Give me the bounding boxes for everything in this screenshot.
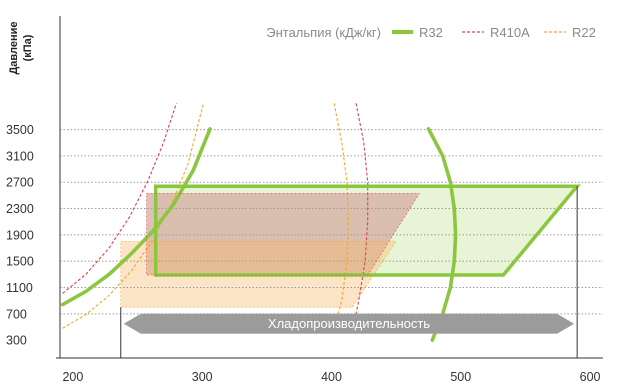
axes: 200 300 400 500 600 300 700 1100 1500 1900 2300 270…: [6, 16, 603, 384]
y-tick-label-2300: 2300: [6, 202, 34, 216]
legend-label-r32: R32: [419, 25, 443, 40]
y-axis-label-line-2: (кПа): [22, 34, 34, 61]
capacity-guides: [120, 186, 578, 358]
r22-vapor-line: [333, 103, 349, 328]
x-tick-label-300: 300: [192, 370, 213, 384]
saturation-curves: [60, 103, 458, 342]
legend-label-r410a: R410A: [490, 25, 530, 40]
r22-liquid-line: [62, 103, 205, 329]
r32-region-outline: [153, 184, 581, 277]
legend-title: Энтальпия (кДж/кг): [266, 25, 381, 40]
r32-liquid-line: [60, 127, 212, 307]
y-tick-label-2700: 2700: [6, 176, 34, 190]
y-tick-label-300: 300: [6, 334, 27, 348]
legend-label-r22: R22: [572, 25, 596, 40]
region-outlines: [120, 184, 581, 308]
y-axis-label: Давление (кПа): [8, 21, 34, 74]
y-tick-label-1900: 1900: [6, 228, 34, 242]
capacity-arrow: Хладопроизводительность: [123, 313, 575, 334]
capacity-arrow-body: [140, 313, 558, 334]
x-tick-label-400: 400: [321, 370, 342, 384]
r410a-region-outline: [146, 192, 421, 276]
r32-vapor-line: [426, 127, 458, 342]
r410a-liquid-line: [62, 103, 177, 294]
y-tick-label-1100: 1100: [6, 281, 33, 295]
y-tick-label-3500: 3500: [6, 123, 34, 137]
capacity-label: Хладопроизводительность: [268, 316, 430, 331]
y-tick-label-700: 700: [6, 307, 27, 321]
x-tick-label-500: 500: [450, 370, 471, 384]
y-axis-label-line-1: Давление: [8, 21, 20, 74]
operating-regions: [120, 186, 578, 308]
y-tick-label-1500: 1500: [6, 255, 34, 269]
legend: Энтальпия (кДж/кг) R32 R410A R22: [266, 25, 596, 40]
r410a-region-tint: [146, 193, 420, 275]
r410a-vapor-line: [354, 103, 369, 321]
y-tick-label-3100: 3100: [6, 149, 34, 163]
x-tick-label-200: 200: [62, 370, 83, 384]
x-tick-label-600: 600: [580, 370, 601, 384]
